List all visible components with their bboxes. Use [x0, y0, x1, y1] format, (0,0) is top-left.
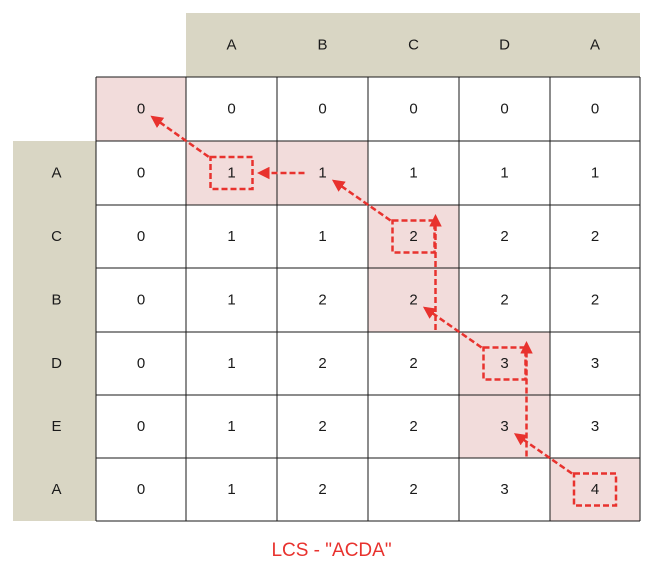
matrix-cell-value: 0 [137, 292, 145, 309]
matrix-cell-value: 2 [318, 481, 326, 498]
matrix-cell-value: 1 [227, 165, 235, 182]
matrix-cell-value: 2 [318, 355, 326, 372]
matrix-cell-value: 2 [409, 292, 417, 309]
row-header-letter: C [51, 228, 62, 245]
matrix-cell-value: 1 [591, 165, 599, 182]
matrix-cell-value: 0 [227, 101, 235, 118]
matrix-cell-value: 2 [318, 418, 326, 435]
matrix-cell-value: 2 [409, 355, 417, 372]
matrix-cell-value: 1 [227, 228, 235, 245]
column-header-letter: C [408, 37, 419, 54]
matrix-cell-value: 0 [137, 418, 145, 435]
matrix-cell-value: 1 [409, 165, 417, 182]
matrix-cell-value: 3 [500, 418, 508, 435]
row-header-letter: A [51, 165, 61, 182]
matrix-cell-value: 2 [409, 418, 417, 435]
row-header-letter: B [51, 292, 61, 309]
matrix-cell-value: 0 [137, 228, 145, 245]
matrix-cell-value: 3 [591, 355, 599, 372]
table-grid [95, 76, 641, 522]
matrix-cell-value: 2 [409, 228, 417, 245]
column-header-letter: B [317, 37, 327, 54]
matrix-cell-value: 0 [137, 355, 145, 372]
cell-values: A B C D A A C B D E A 0 0 0 0 0 0 0 1 1 1 1 1 0 1 1 2 2 2 0 1 2 2 2 2 0 1 2 2 3… [51, 37, 600, 499]
matrix-cell-value: 0 [137, 101, 145, 118]
left-header-band [13, 141, 96, 521]
matrix-cell-value: 0 [137, 481, 145, 498]
dashed-box [572, 472, 618, 507]
dashed-box [209, 155, 254, 191]
highlight-cell [459, 332, 550, 395]
matrix-cell-value: 2 [591, 292, 599, 309]
row-header-letter: E [51, 418, 61, 435]
row-header-letter: A [51, 481, 61, 498]
matrix-cell-value: 4 [591, 481, 599, 498]
matrix-cell-value: 1 [227, 355, 235, 372]
column-header-letter: D [499, 37, 510, 54]
matrix-cell-value: 1 [227, 418, 235, 435]
matrix-cell-value: 1 [318, 165, 326, 182]
background-layer [13, 13, 640, 521]
column-header-letter: A [590, 37, 600, 54]
traceback-path [150, 115, 618, 507]
matrix-cell-value: 1 [227, 292, 235, 309]
matrix-cell-value: 0 [591, 101, 599, 118]
column-header-letter: A [226, 37, 236, 54]
matrix-cell-value: 1 [227, 481, 235, 498]
traceback-arrow [331, 179, 392, 222]
matrix-cell-value: 0 [137, 165, 145, 182]
matrix-cell-value: 2 [500, 228, 508, 245]
matrix-cell-value: 2 [591, 228, 599, 245]
matrix-cell-value: 2 [500, 292, 508, 309]
top-header-band [186, 13, 640, 77]
matrix-cell-value: 0 [409, 101, 417, 118]
lcs-result-caption: LCS - "ACDA" [271, 540, 392, 561]
matrix-cell-value: 0 [318, 101, 326, 118]
matrix-cell-value: 2 [318, 292, 326, 309]
matrix-cell-value: 1 [500, 165, 508, 182]
matrix-cell-value: 1 [318, 228, 326, 245]
traceback-arrow [513, 433, 573, 475]
matrix-cell-value: 0 [500, 101, 508, 118]
matrix-cell-value: 3 [500, 481, 508, 498]
matrix-cell-value: 3 [500, 355, 508, 372]
traceback-arrow [150, 115, 210, 158]
traceback-arrow [422, 306, 483, 349]
matrix-cell-value: 3 [591, 418, 599, 435]
highlight-cell [368, 205, 459, 268]
row-header-letter: D [51, 355, 62, 372]
highlight-cell [550, 458, 640, 521]
matrix-cell-value: 2 [409, 481, 417, 498]
